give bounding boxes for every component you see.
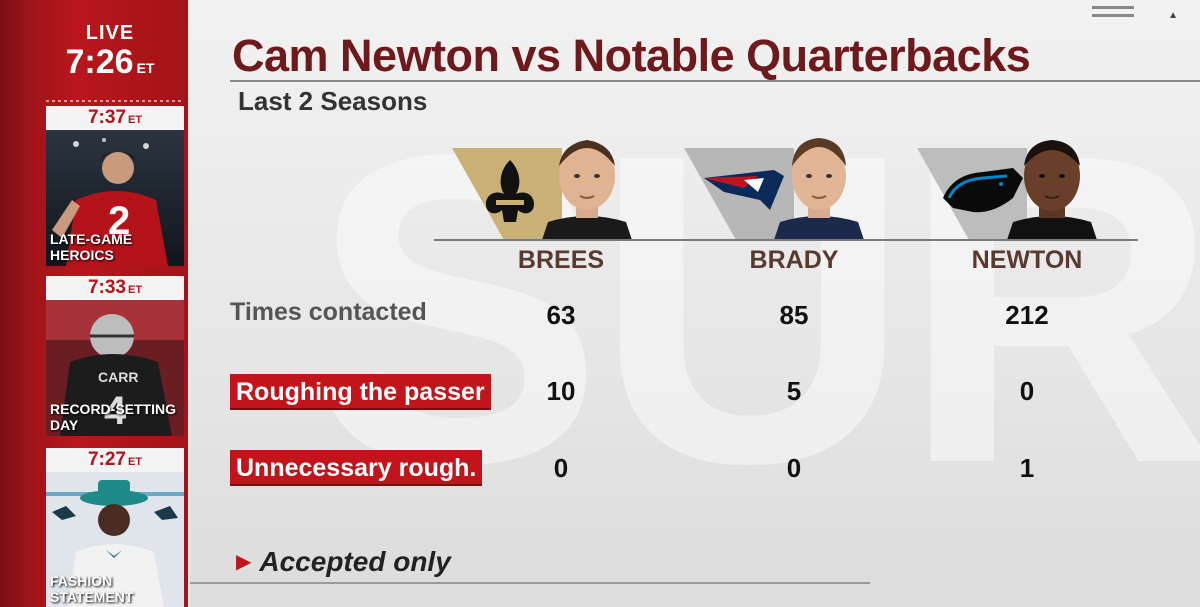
newton-headshot-icon xyxy=(1007,140,1097,240)
clip-thumbnail: 2 xyxy=(46,130,184,266)
sidebar-divider xyxy=(46,100,182,102)
title-divider xyxy=(230,80,1200,82)
top-right-indicator: ▲ xyxy=(1092,4,1182,24)
clip-thumbnail xyxy=(46,472,184,607)
stat-cell: 5 xyxy=(786,376,802,406)
svg-text:4: 4 xyxy=(104,389,127,433)
graphic-subtitle: Last 2 Seasons xyxy=(238,86,428,116)
svg-text:2: 2 xyxy=(108,199,130,243)
clip-time: 7:33 ET xyxy=(46,276,184,300)
stats-graphic: SUR ▲ Cam Newton vs Notable Quarterbacks… xyxy=(190,0,1200,607)
live-time: 7:26 ET xyxy=(65,43,155,81)
row-label-times-contacted: Times contacted xyxy=(230,298,427,326)
saints-logo-icon xyxy=(452,148,562,240)
column-header-newton: NEWTON xyxy=(971,246,1083,274)
header-divider xyxy=(434,239,1138,241)
brady-headshot-icon xyxy=(774,138,864,240)
player-header-newton xyxy=(917,140,1117,240)
live-label: LIVE xyxy=(85,22,135,44)
clip-title: FASHION STATEMENT xyxy=(50,573,134,605)
graphic-title: Cam Newton vs Notable Quarterbacks xyxy=(232,30,1031,81)
footer-divider xyxy=(190,582,870,584)
patriots-logo-icon xyxy=(684,148,794,240)
player-header-brady xyxy=(684,138,884,240)
clip-title: RECORD-SETTING DAY xyxy=(50,401,176,433)
raiders-player-photo-icon: CARR 4 xyxy=(46,300,184,436)
row-label-unnecessary-roughness: Unnecessary rough. xyxy=(230,450,483,486)
upcoming-clip-fashion-statement[interactable]: 7:27 ET FASHION STATEMENT xyxy=(46,448,184,607)
column-header-brady: BRADY xyxy=(749,246,839,274)
stat-cell: 0 xyxy=(1019,376,1035,406)
stat-cell: 85 xyxy=(779,300,809,330)
upcoming-clip-record-setting-day[interactable]: 7:33 ET CARR 4 RECORD-SETTING DAY xyxy=(46,276,184,436)
row-label-roughing-the-passer: Roughing the passer xyxy=(230,374,491,410)
stat-cell: 0 xyxy=(786,453,802,483)
press-conference-photo-icon xyxy=(46,472,184,607)
stat-cell: 212 xyxy=(1005,300,1049,330)
stat-cell: 1 xyxy=(1019,453,1035,483)
stat-cell: 63 xyxy=(546,300,576,330)
clip-time: 7:27 ET xyxy=(46,448,184,472)
clip-title: LATE-GAME HEROICS xyxy=(50,231,133,263)
brees-headshot-icon xyxy=(542,140,632,240)
quarterback-photo-icon: 2 xyxy=(46,130,184,266)
live-sidebar: LIVE 7:26 ET 7:37 ET 2 LATE-GAME HEROICS 7:… xyxy=(0,0,188,607)
upcoming-clip-late-game-heroics[interactable]: 7:37 ET 2 LATE-GAME HEROICS xyxy=(46,106,184,266)
column-header-brees: BREES xyxy=(517,246,605,274)
triangle-up-icon: ▲ xyxy=(1168,10,1178,21)
footnote: ▶ Accepted only xyxy=(236,546,451,577)
svg-text:CARR: CARR xyxy=(98,369,138,385)
triangle-right-icon: ▶ xyxy=(236,551,252,573)
stat-cell: 0 xyxy=(553,453,569,483)
clip-thumbnail: CARR 4 xyxy=(46,300,184,436)
clip-time: 7:37 ET xyxy=(46,106,184,130)
live-indicator: LIVE 7:26 ET xyxy=(50,22,170,92)
panthers-logo-icon xyxy=(917,148,1027,240)
stat-cell: 10 xyxy=(546,376,576,406)
player-header-brees xyxy=(452,140,652,240)
